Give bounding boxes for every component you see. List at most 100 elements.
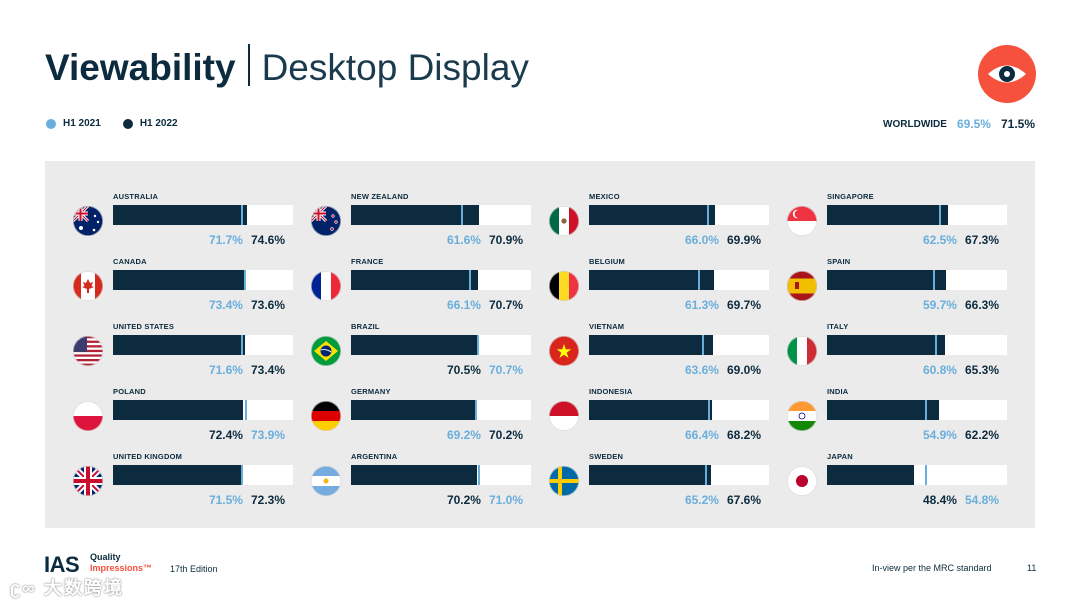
legend-label-h1-2022: H1 2022 [139,118,178,129]
bar-track [113,270,293,290]
bar-track [827,335,1007,355]
value-labels: 71.6% 73.4% [113,363,285,377]
country-item-australia: AUSTRALIA 71.7% 74.6% [73,192,303,248]
value-h1-2021: 65.2% [684,493,719,507]
country-name: BRAZIL [351,322,380,331]
japan-flag-icon [787,466,817,496]
bar-h1-2022 [589,465,711,485]
country-item-canada: CANADA 73.4% 73.6% [73,257,303,313]
bar-h1-2022 [827,400,939,420]
country-name: UNITED KINGDOM [113,452,183,461]
marker-h1-2021 [706,205,709,225]
spain-flag-icon [787,271,817,301]
country-name: AUSTRALIA [113,192,159,201]
value-h1-2022: 70.2% [446,493,481,507]
legend-label-h1-2021: H1 2021 [63,118,101,129]
bar-track [351,400,531,420]
bar-track [351,270,531,290]
value-h1-2022: 73.4% [250,363,285,377]
marker-h1-2021 [477,335,480,355]
edition-label: 17th Edition [170,564,218,574]
worldwide-label: WORLDWIDE [883,118,947,130]
value-h1-2022: 74.6% [250,233,285,247]
bar-h1-2022 [589,400,712,420]
country-name: INDIA [827,387,849,396]
value-h1-2022: 69.9% [726,233,761,247]
worldwide-summary: WORLDWIDE 69.5% 71.5% [883,117,1035,131]
country-name: SWEDEN [589,452,624,461]
country-item-vietnam: VIETNAM 63.6% 69.0% [549,322,779,378]
india-flag-icon [787,401,817,431]
ias-logo-text: IAS [44,552,80,577]
country-name: ITALY [827,322,849,331]
country-item-united-states: UNITED STATES 71.6% 73.4% [73,322,303,378]
page-title-main: Viewability [45,47,236,88]
bar-h1-2022 [351,400,478,420]
bar-h1-2022 [351,270,479,290]
value-h1-2021: 71.6% [208,363,243,377]
poland-flag-icon [73,401,103,431]
value-labels: 69.2% 70.2% [351,428,523,442]
value-h1-2021: 66.0% [684,233,719,247]
bar-h1-2022 [827,270,947,290]
country-item-sweden: SWEDEN 65.2% 67.6% [549,452,779,508]
value-labels: 62.5% 67.3% [827,233,999,247]
value-h1-2021: 73.9% [250,428,285,442]
worldwide-h1-2021: 69.5% [956,117,991,131]
value-h1-2021: 59.7% [922,298,957,312]
value-h1-2021: 66.1% [446,298,481,312]
value-labels: 65.2% 67.6% [589,493,761,507]
value-labels: 60.8% 65.3% [827,363,999,377]
bar-track [113,205,293,225]
value-h1-2022: 70.7% [488,298,523,312]
bar-h1-2022 [351,465,478,485]
country-name: JAPAN [827,452,853,461]
italy-flag-icon [787,336,817,366]
value-labels: 66.0% 69.9% [589,233,761,247]
argentina-flag-icon [311,466,341,496]
country-name: GERMANY [351,387,391,396]
eye-icon [978,45,1036,103]
value-h1-2022: 67.6% [726,493,761,507]
bar-track [113,465,293,485]
ias-logo: IAS Quality Impressions™ [44,552,152,578]
country-item-united-kingdom: UNITED KINGDOM 71.5% 72.3% [73,452,303,508]
country-name: UNITED STATES [113,322,175,331]
country-name: FRANCE [351,257,384,266]
bar-h1-2022 [827,465,915,485]
australia-flag-icon [73,206,103,236]
bar-h1-2022 [589,270,715,290]
chart-panel: AUSTRALIA 71.7% 74.6% CANADA 73.4% 73.6% UNITE… [45,161,1035,528]
value-labels: 61.6% 70.9% [351,233,523,247]
chart-legend: H1 2021 H1 2022 [46,118,178,129]
country-name: NEW ZEALAND [351,192,409,201]
country-item-mexico: MEXICO 66.0% 69.9% [549,192,779,248]
value-labels: 63.6% 69.0% [589,363,761,377]
value-h1-2022: 70.2% [488,428,523,442]
marker-h1-2021 [474,400,477,420]
bar-track [351,465,531,485]
bar-h1-2022 [113,270,246,290]
country-name: BELGIUM [589,257,625,266]
value-h1-2021: 71.0% [488,493,523,507]
bar-track [351,205,531,225]
marker-h1-2021 [241,205,244,225]
country-item-italy: ITALY 60.8% 65.3% [787,322,1017,378]
value-h1-2022: 67.3% [964,233,999,247]
marker-h1-2021 [240,465,243,485]
marker-h1-2021 [244,270,247,290]
brazil-flag-icon [311,336,341,366]
value-h1-2021: 69.2% [446,428,481,442]
marker-h1-2021 [702,335,705,355]
page-title-sub: Desktop Display [261,47,529,88]
watermark: ʗ∞ 大数跨境 [10,574,124,600]
value-labels: 71.7% 74.6% [113,233,285,247]
value-labels: 73.4% 73.6% [113,298,285,312]
bar-track [113,400,293,420]
title-divider [247,44,250,86]
marker-h1-2021 [477,465,480,485]
country-item-argentina: ARGENTINA 70.2% 71.0% [311,452,541,508]
marker-h1-2021 [705,465,708,485]
value-h1-2022: 69.0% [726,363,761,377]
legend-item-h1-2021: H1 2021 [46,118,101,129]
